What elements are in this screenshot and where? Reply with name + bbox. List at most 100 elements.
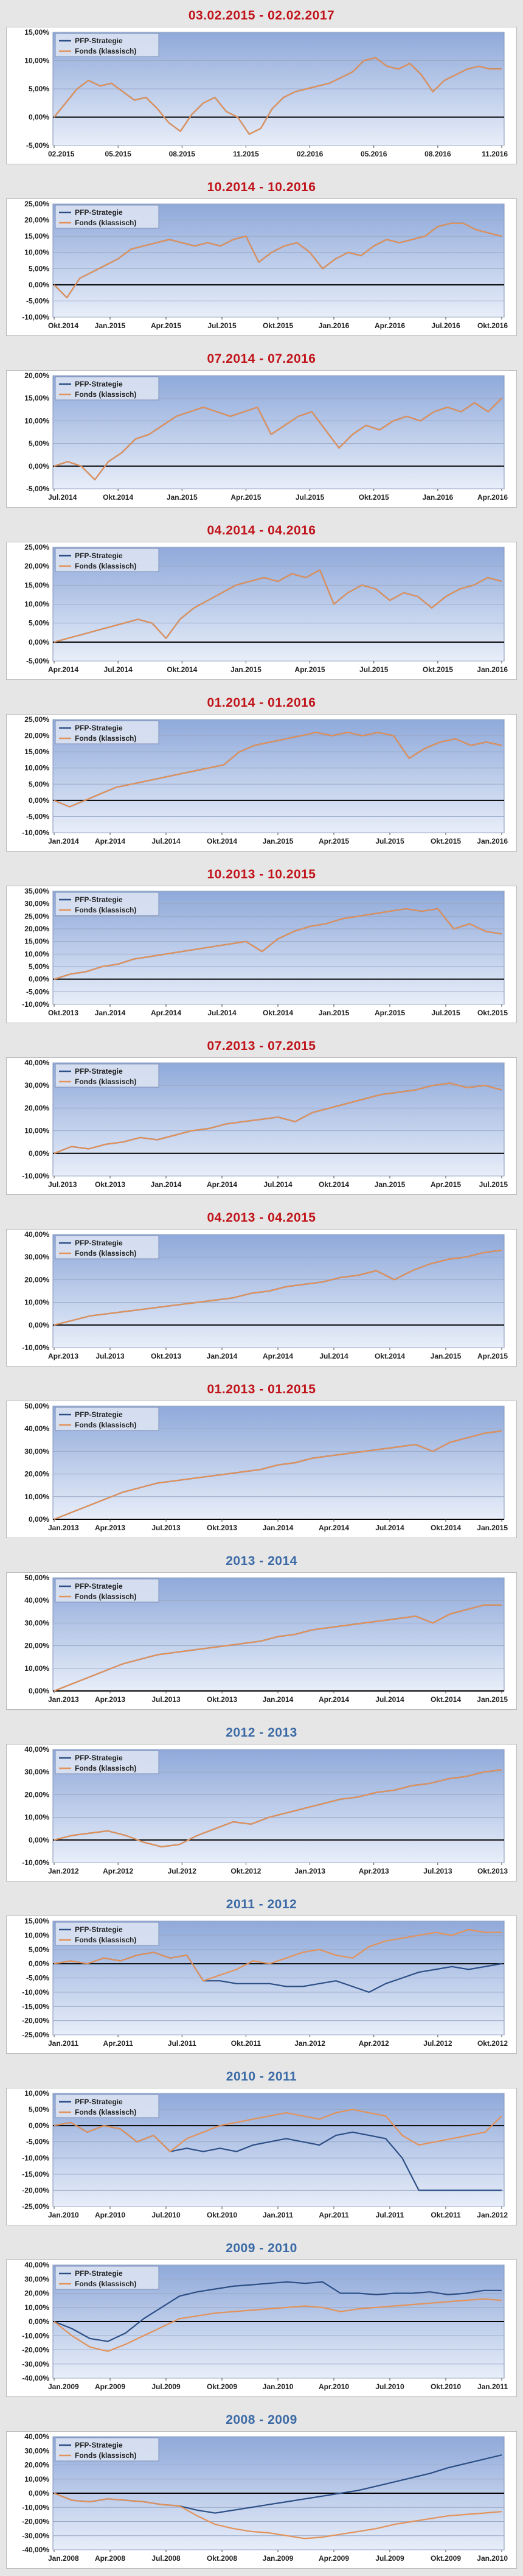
y-tick-label: -10,00% (22, 2503, 49, 2511)
x-tick-label: Okt.2010 (207, 2211, 237, 2219)
y-tick-label: 50,00% (24, 1402, 49, 1410)
y-tick-label: 20,00% (24, 732, 49, 740)
y-tick-label: 0,00% (29, 2121, 49, 2130)
y-tick-label: 20,00% (24, 2461, 49, 2469)
series-line-fonds-klassisch (54, 1249, 502, 1326)
y-tick-label: 5,00% (29, 2105, 49, 2114)
y-tick-label: 10,00% (24, 1298, 49, 1307)
legend: PFP-Strategie Fonds (klassisch) (55, 1407, 159, 1431)
chart-frame: -40,00% -30,00% -20,00% -10,00% 0,00% 10,00% 2… (6, 2431, 517, 2569)
legend-label: PFP-Strategie (75, 37, 123, 45)
legend-label: PFP-Strategie (75, 2269, 123, 2278)
legend-label: Fonds (klassisch) (75, 562, 136, 570)
legend-label: PFP-Strategie (75, 1239, 123, 1247)
x-tick-label: Apr.2013 (95, 1524, 125, 1532)
y-tick-label: -5,00% (26, 657, 49, 665)
legend: PFP-Strategie Fonds (klassisch) (55, 2437, 159, 2462)
y-tick-label: -5,00% (26, 812, 49, 821)
series-line-fonds-klassisch (54, 2109, 502, 2152)
y-tick-label: 20,00% (24, 562, 49, 570)
x-tick-label: Apr.2016 (375, 321, 405, 330)
x-tick-label: Okt.2008 (207, 2554, 237, 2563)
y-tick-label: -20,00% (22, 2017, 49, 2025)
x-tick-label: Jul.2014 (263, 1180, 293, 1189)
x-tick-label: Jan.2015 (263, 837, 294, 845)
y-tick-label: 5,00% (29, 780, 49, 788)
x-tick-label: Jul.2014 (375, 1695, 404, 1704)
y-tick-label: 0,00% (29, 1515, 49, 1524)
legend-label: Fonds (klassisch) (75, 47, 136, 55)
x-tick-label: Apr.2010 (319, 2382, 349, 2391)
series-line-fonds-klassisch (54, 222, 502, 299)
legend: PFP-Strategie Fonds (klassisch) (55, 548, 159, 572)
x-tick-label: Okt.2013 (207, 1695, 237, 1704)
chart-frame: -5,00% 0,00% 5,00% 10,00% 15,00% 20,00% 25,00%… (6, 542, 517, 680)
chart-title: 10.2013 - 10.2015 (207, 867, 316, 881)
y-tick-label: -20,00% (22, 2346, 49, 2354)
x-tick-label: 11.2016 (482, 150, 508, 158)
x-tick-label: Jul.2014 (151, 837, 181, 845)
x-tick-label: Apr.2009 (95, 2382, 125, 2391)
chart-title: 2008 - 2009 (226, 2413, 297, 2427)
chart-title: 01.2014 - 01.2016 (207, 696, 316, 710)
legend-box (55, 205, 159, 229)
legend-label: PFP-Strategie (75, 1754, 123, 1762)
y-tick-label: 40,00% (24, 2261, 49, 2269)
x-tick-label: 02.2016 (297, 150, 324, 158)
y-tick-label: 30,00% (24, 1081, 49, 1090)
x-tick-label: Apr.2012 (359, 2039, 389, 2048)
x-tick-label: Jan.2012 (48, 1867, 79, 1875)
series-line-fonds-klassisch (54, 57, 502, 135)
y-tick-label: 20,00% (24, 216, 49, 225)
legend-box (55, 720, 159, 744)
x-tick-label: Jan.2010 (477, 2554, 508, 2563)
series-line-fonds-klassisch (54, 908, 502, 980)
y-tick-label: 25,00% (24, 912, 49, 920)
x-tick-label: Apr.2008 (95, 2554, 125, 2563)
y-tick-label: 20,00% (24, 2289, 49, 2298)
x-tick-label: Okt.2013 (477, 1867, 508, 1875)
x-tick-label: Jan.2015 (230, 665, 262, 674)
x-tick-label: Okt.2016 (477, 321, 508, 330)
y-tick-label: 25,00% (24, 715, 49, 724)
x-tick-label: Apr.2015 (230, 493, 261, 502)
legend-label: Fonds (klassisch) (75, 219, 136, 227)
x-tick-label: Jan.2010 (263, 2382, 294, 2391)
x-tick-label: Jul.2013 (95, 1352, 125, 1360)
y-tick-label: 10,00% (24, 2089, 49, 2098)
y-tick-label: 30,00% (24, 2275, 49, 2283)
y-tick-label: 5,00% (29, 619, 49, 628)
x-tick-label: Jan.2013 (48, 1524, 79, 1532)
x-tick-label: Jul.2015 (431, 1009, 460, 1017)
y-tick-label: 10,00% (24, 2475, 49, 2483)
chart-title: 07.2014 - 07.2016 (207, 352, 316, 366)
x-tick-label: Okt.2014 (207, 837, 237, 845)
chart-panel: 2009 - 2010 -40,00% -30,00% -20,00% -10,00% 0… (0, 2233, 523, 2404)
x-tick-label: Jan.2011 (263, 2211, 293, 2219)
y-tick-label: 10,00% (24, 600, 49, 609)
legend-label: Fonds (klassisch) (75, 2280, 136, 2288)
y-tick-label: 0,00% (29, 796, 49, 805)
x-tick-label: Jan.2012 (294, 2039, 325, 2048)
y-tick-label: -15,00% (22, 2002, 49, 2011)
legend-label: PFP-Strategie (75, 895, 123, 904)
line-chart: -5,00% 0,00% 5,00% 10,00% 15,00% 20,00% Jul.20… (24, 371, 508, 502)
y-tick-label: 30,00% (24, 1619, 49, 1627)
x-tick-label: Jul.2014 (319, 1352, 348, 1360)
y-tick-label: 40,00% (24, 1596, 49, 1605)
chart-title: 2011 - 2012 (226, 1897, 297, 1911)
x-tick-label: Jul.2015 (479, 1180, 508, 1189)
series-line-fonds-klassisch (54, 569, 502, 643)
legend: PFP-Strategie Fonds (klassisch) (55, 33, 159, 57)
y-tick-label: -10,00% (22, 1343, 49, 1352)
y-tick-label: 40,00% (24, 1059, 49, 1067)
x-tick-label: Jan.2015 (95, 321, 126, 330)
x-tick-label: Jul.2013 (423, 1867, 452, 1875)
legend-box (55, 548, 159, 572)
y-tick-label: -40,00% (22, 2546, 49, 2554)
legend-box (55, 892, 159, 916)
y-tick-label: 20,00% (24, 1642, 49, 1650)
x-tick-label: Jan.2016 (422, 493, 453, 502)
x-tick-label: Okt.2013 (48, 1009, 78, 1017)
legend-label: PFP-Strategie (75, 380, 123, 388)
